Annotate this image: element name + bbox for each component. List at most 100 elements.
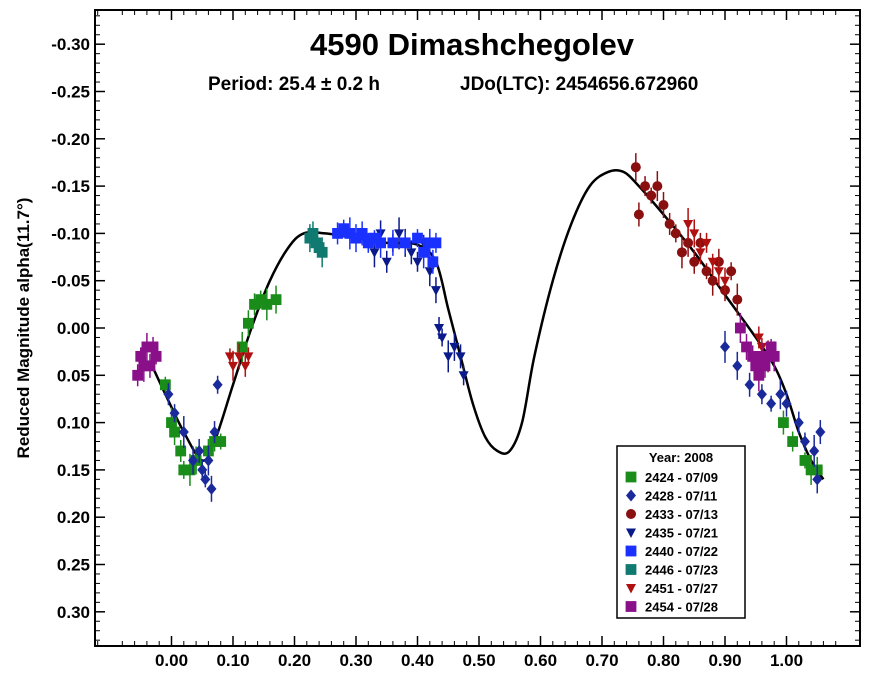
legend-marker bbox=[625, 545, 637, 557]
data-point bbox=[458, 371, 469, 381]
data-point bbox=[430, 237, 442, 249]
data-point bbox=[243, 352, 254, 362]
data-point bbox=[753, 333, 764, 343]
data-point bbox=[427, 256, 439, 268]
data-point bbox=[812, 473, 823, 486]
data-point bbox=[775, 388, 786, 401]
data-point bbox=[726, 266, 737, 277]
legend-marker bbox=[626, 489, 636, 502]
data-point bbox=[203, 454, 214, 467]
data-point bbox=[701, 266, 712, 277]
y-tick-label: -0.25 bbox=[51, 83, 90, 102]
data-point bbox=[375, 237, 387, 249]
data-point bbox=[781, 397, 792, 410]
y-tick-label: -0.10 bbox=[51, 224, 90, 243]
epoch-label: JDo(LTC): 2454656.672960 bbox=[460, 74, 698, 95]
y-tick-label: 0.05 bbox=[57, 366, 90, 385]
data-point bbox=[683, 237, 694, 248]
data-point bbox=[701, 238, 712, 249]
y-tick-label: 0.15 bbox=[57, 461, 90, 480]
data-point bbox=[766, 397, 777, 410]
y-tick-label: -0.15 bbox=[51, 177, 90, 196]
series-5 bbox=[332, 217, 442, 274]
data-point bbox=[689, 256, 700, 267]
x-tick-label: 0.80 bbox=[647, 651, 680, 670]
legend-marker bbox=[625, 564, 637, 575]
data-point bbox=[707, 275, 718, 286]
data-point bbox=[209, 426, 220, 439]
y-tick-label: -0.05 bbox=[51, 272, 90, 291]
legend-entry-label: 2451 - 07/27 bbox=[645, 581, 718, 596]
data-point bbox=[732, 359, 743, 372]
data-point bbox=[356, 227, 368, 239]
data-point bbox=[707, 257, 718, 268]
chart-title: 4590 Dimashchegolev bbox=[310, 27, 635, 62]
y-tick-label: 0.30 bbox=[57, 603, 90, 622]
data-point bbox=[778, 417, 789, 429]
legend-marker bbox=[626, 584, 636, 594]
data-point bbox=[652, 181, 663, 192]
data-point bbox=[683, 219, 694, 230]
data-point bbox=[369, 248, 380, 258]
data-point bbox=[799, 435, 810, 448]
data-point bbox=[242, 317, 254, 329]
legend-title: Year: 2008 bbox=[649, 450, 713, 465]
data-point bbox=[159, 379, 171, 391]
data-point bbox=[406, 248, 417, 258]
legend-marker bbox=[626, 528, 636, 538]
data-point bbox=[449, 342, 460, 353]
data-point bbox=[194, 444, 205, 457]
legend-entry-label: 2435 - 07/21 bbox=[645, 526, 718, 541]
x-tick-label: 0.10 bbox=[216, 651, 249, 670]
data-point bbox=[646, 190, 657, 201]
data-point bbox=[689, 229, 700, 239]
data-point bbox=[658, 200, 669, 211]
series-6 bbox=[304, 221, 328, 268]
data-point bbox=[316, 246, 328, 258]
data-point bbox=[455, 352, 466, 362]
legend-entry-label: 2428 - 07/11 bbox=[645, 489, 717, 504]
legend-entry-label: 2446 - 07/23 bbox=[645, 563, 718, 578]
x-tick-label: 0.00 bbox=[155, 651, 188, 670]
data-point bbox=[630, 162, 641, 173]
data-point bbox=[163, 388, 174, 401]
data-point bbox=[270, 294, 282, 306]
data-point bbox=[206, 482, 217, 495]
data-point bbox=[741, 341, 752, 353]
data-point bbox=[394, 229, 405, 239]
y-axis-label: Reduced Magnitude alpha(11.7°) bbox=[14, 198, 33, 459]
data-point bbox=[720, 276, 730, 287]
data-point bbox=[664, 218, 675, 229]
legend-box bbox=[616, 445, 746, 619]
data-point bbox=[169, 407, 180, 420]
data-point bbox=[418, 246, 430, 258]
data-point bbox=[744, 378, 755, 391]
y-tick-label: 0.10 bbox=[57, 414, 90, 433]
data-point bbox=[178, 426, 189, 439]
data-point bbox=[399, 237, 411, 249]
data-point bbox=[437, 333, 448, 343]
legend: Year: 2008 2424 - 07/09 2428 - 07/11 2433 … bbox=[616, 445, 746, 619]
legend-entry-label: 2424 - 07/09 bbox=[645, 470, 718, 485]
x-tick-label: 0.60 bbox=[524, 651, 557, 670]
data-point bbox=[787, 436, 799, 447]
data-point bbox=[768, 350, 780, 362]
data-point bbox=[234, 352, 245, 362]
data-point bbox=[430, 286, 441, 296]
data-point bbox=[144, 360, 156, 372]
y-tick-label: -0.20 bbox=[51, 130, 90, 149]
data-point bbox=[215, 436, 227, 447]
data-point bbox=[640, 181, 651, 192]
data-point bbox=[175, 445, 187, 457]
x-tick-label: 0.90 bbox=[708, 651, 741, 670]
x-tick-label: 0.30 bbox=[339, 651, 372, 670]
series-8 bbox=[132, 313, 780, 392]
data-point bbox=[434, 324, 445, 334]
data-point bbox=[184, 464, 196, 476]
data-point bbox=[228, 361, 238, 372]
legend-marker bbox=[625, 471, 637, 483]
data-point bbox=[753, 369, 765, 381]
data-point bbox=[799, 455, 811, 466]
legend-entry-label: 2433 - 07/13 bbox=[645, 507, 718, 522]
data-point bbox=[261, 298, 273, 310]
